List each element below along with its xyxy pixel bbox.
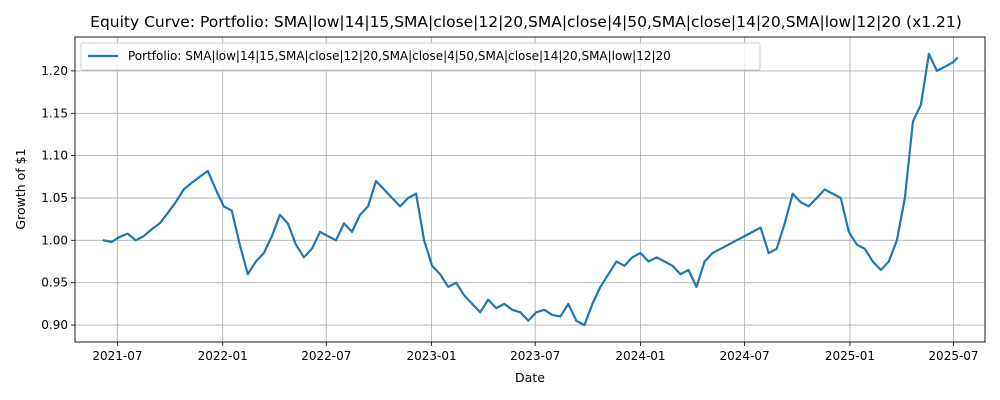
x-tick-label: 2022-01	[198, 349, 248, 363]
y-tick-label: 0.90	[41, 318, 68, 332]
plot-frame	[74, 36, 986, 343]
grid	[75, 37, 985, 342]
axis-ticks: 2021-07 2022-01 2022-07 2023-01 2023-07 2024-…	[41, 64, 978, 363]
y-axis-label: Growth of $1	[13, 148, 28, 229]
legend-label: Portfolio: SMA|low|14|15,SMA|close|12|20…	[128, 49, 671, 63]
y-tick-label: 0.95	[41, 276, 68, 290]
series-layer	[102, 52, 959, 327]
y-tick-label: 1.15	[41, 106, 68, 120]
legend: Portfolio: SMA|low|14|15,SMA|close|12|20…	[80, 42, 761, 71]
x-tick-label: 2023-01	[407, 349, 457, 363]
x-axis-label: Date	[515, 370, 545, 385]
y-tick-label: 1.00	[41, 233, 68, 247]
chart-title: Equity Curve: Portfolio: SMA|low|14|15,S…	[90, 13, 962, 31]
y-tick-label: 1.05	[41, 191, 68, 205]
y-tick-label: 1.10	[41, 149, 68, 163]
series-line	[102, 52, 959, 327]
x-tick-label: 2022-07	[301, 349, 351, 363]
x-tick-label: 2025-07	[928, 349, 978, 363]
y-tick-label: 1.20	[41, 64, 68, 78]
x-tick-label: 2024-01	[615, 349, 665, 363]
legend-box	[80, 42, 761, 71]
x-tick-label: 2021-07	[92, 349, 142, 363]
x-tick-label: 2023-07	[510, 349, 560, 363]
x-tick-label: 2024-07	[720, 349, 770, 363]
x-tick-label: 2025-01	[825, 349, 875, 363]
